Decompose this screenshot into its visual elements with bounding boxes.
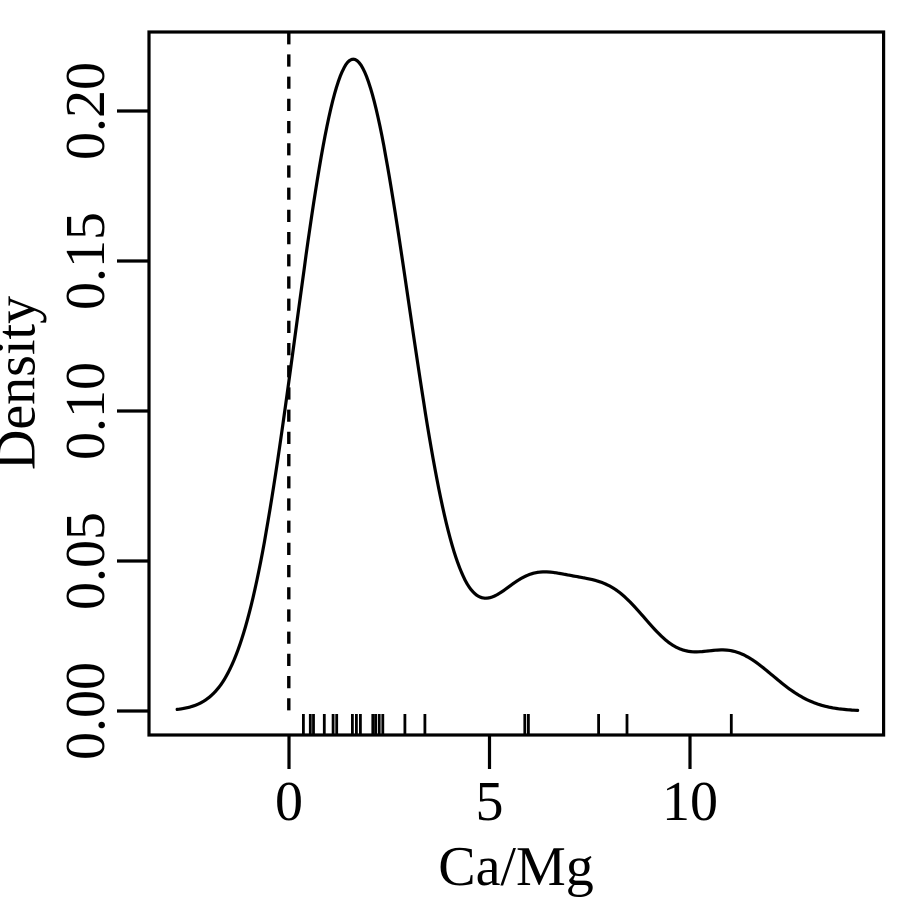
- svg-text:0.00: 0.00: [55, 662, 117, 760]
- svg-text:10: 10: [662, 771, 718, 833]
- svg-text:0.10: 0.10: [55, 362, 117, 460]
- svg-text:0.15: 0.15: [55, 212, 117, 310]
- svg-text:Ca/Mg: Ca/Mg: [438, 836, 594, 898]
- svg-text:0: 0: [275, 771, 303, 833]
- svg-text:0.05: 0.05: [55, 512, 117, 610]
- svg-text:Density: Density: [0, 296, 48, 470]
- svg-text:5: 5: [476, 771, 504, 833]
- svg-text:0.20: 0.20: [55, 62, 117, 160]
